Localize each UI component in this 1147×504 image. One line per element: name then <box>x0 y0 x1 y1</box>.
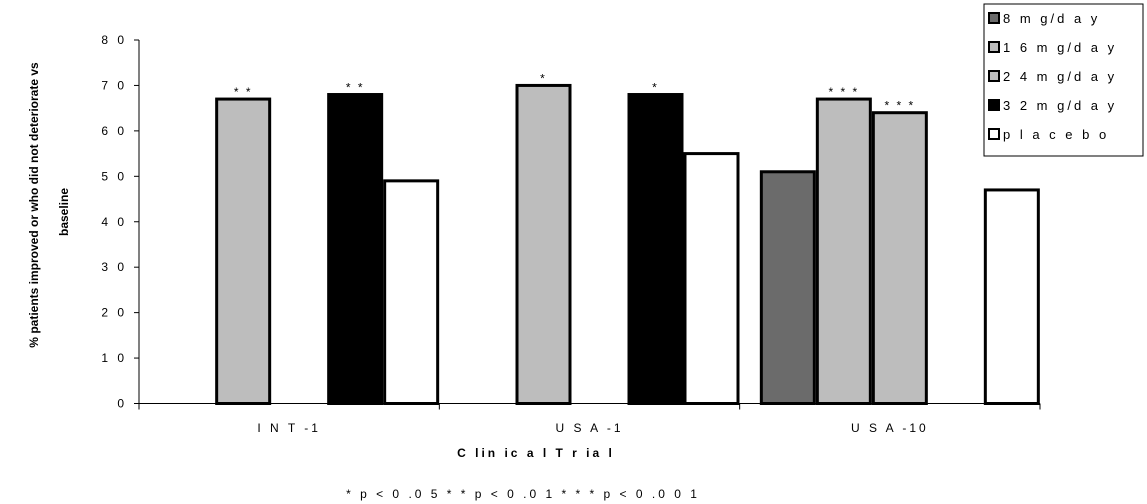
bar <box>683 152 740 405</box>
bar <box>215 97 272 405</box>
y-tick-label: 0 <box>117 397 127 411</box>
bar <box>815 97 872 405</box>
bar <box>383 179 440 405</box>
y-axis: 0 1 0 2 0 3 0 4 0 5 0 6 0 7 0 8 0 <box>101 33 140 411</box>
x-axis: I N T -1 U S A -1 U S A -10 <box>138 403 1041 435</box>
significance-marker: * <box>540 71 547 85</box>
y-axis-label-line-1: % patients improved or who did not deter… <box>27 62 41 348</box>
legend-swatch <box>988 70 1000 82</box>
x-axis-label: C lin ic a l T r ia l <box>457 446 615 460</box>
x-tick-label: U S A -10 <box>851 421 929 435</box>
legend-swatch <box>988 41 1000 53</box>
bar <box>327 93 384 406</box>
bar <box>871 111 928 405</box>
legend-label: p l a c e b o <box>1003 127 1109 142</box>
significance-marker: * * <box>346 81 365 95</box>
legend-label: 8 m g/d a y <box>1003 11 1100 26</box>
legend-label: 2 4 m g/d a y <box>1003 69 1117 84</box>
bars <box>215 83 1040 406</box>
bar <box>627 93 684 406</box>
legend-swatch <box>988 99 1000 111</box>
bar <box>515 83 572 405</box>
legend-label: 1 6 m g/d a y <box>1003 40 1117 55</box>
y-tick-label: 6 0 <box>101 124 127 138</box>
legend: 8 m g/d a y 1 6 m g/d a y 2 4 m g/d a y 3 2… <box>983 3 1144 157</box>
y-tick-label: 5 0 <box>101 169 127 183</box>
bar <box>759 170 816 405</box>
legend-swatch <box>988 12 1000 24</box>
significance-marker: * * <box>234 85 253 99</box>
y-tick-label: 7 0 <box>101 78 127 92</box>
legend-box <box>983 3 1144 157</box>
x-tick-label: U S A -1 <box>555 421 623 435</box>
y-tick-label: 2 0 <box>101 306 127 320</box>
bar <box>983 188 1040 405</box>
legend-label: 3 2 m g/d a y <box>1003 98 1117 113</box>
y-axis-label-line-2: baseline <box>57 188 71 236</box>
legend-swatch <box>988 128 1000 140</box>
y-tick-label: 1 0 <box>101 351 127 365</box>
significance-marker: * <box>652 81 659 95</box>
significance-footnote: * p < 0 .0 5 * * p < 0 .0 1 * * * p < 0 … <box>346 487 700 501</box>
y-tick-label: 3 0 <box>101 260 127 274</box>
significance-annotations: * * * * * * * * * * * * <box>234 71 915 113</box>
significance-marker: * * * <box>884 99 915 113</box>
significance-marker: * * * <box>828 85 859 99</box>
x-tick-label: I N T -1 <box>257 421 321 435</box>
y-tick-label: 8 0 <box>101 33 127 47</box>
y-tick-label: 4 0 <box>101 215 127 229</box>
